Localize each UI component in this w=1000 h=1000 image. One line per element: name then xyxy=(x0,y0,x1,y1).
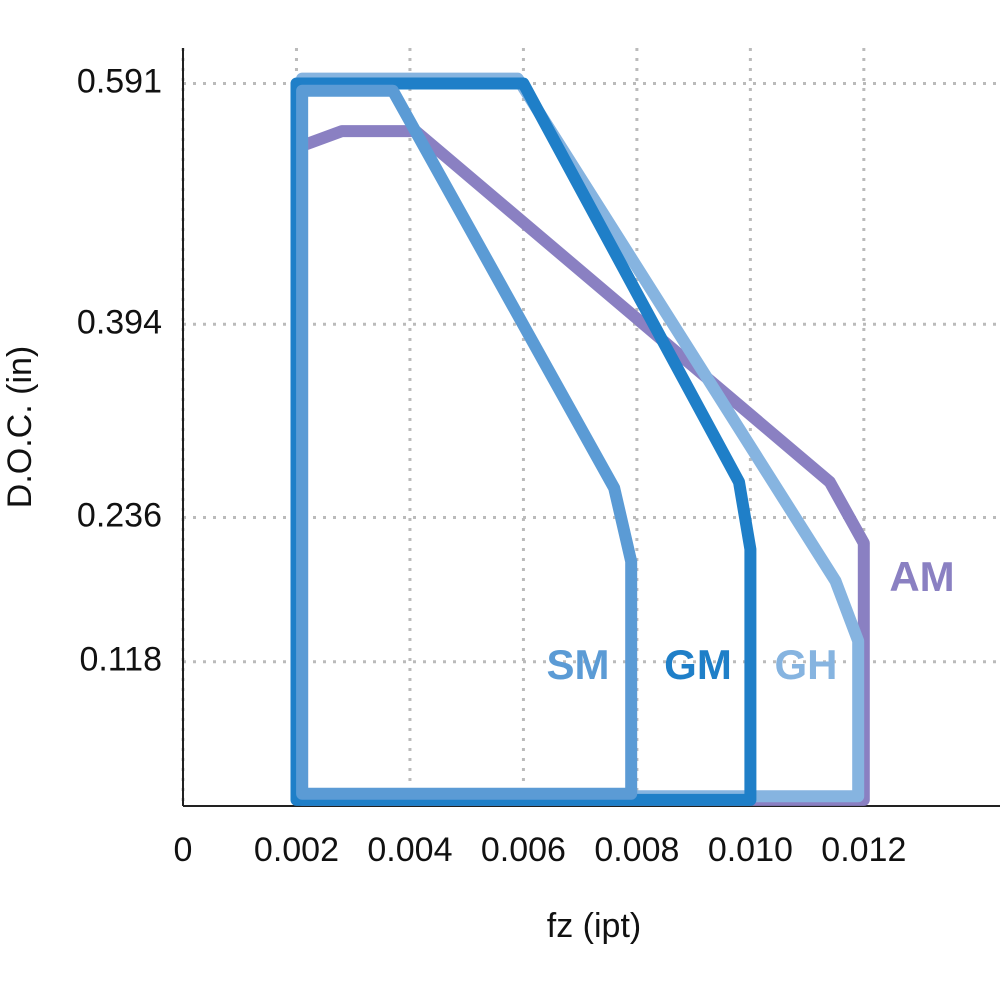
y-tick-label: 0.591 xyxy=(77,62,162,100)
x-tick-label: 0.008 xyxy=(594,831,679,869)
x-tick-label: 0 xyxy=(174,831,193,869)
x-tick-label: 0.004 xyxy=(367,831,452,869)
region-outline xyxy=(296,125,870,806)
x-tick-label: 0.012 xyxy=(821,831,906,869)
x-axis-label: fz (ipt) xyxy=(547,907,641,945)
series-label: AM xyxy=(889,553,954,600)
series-label: GH xyxy=(775,641,838,688)
x-tick-label: 0.010 xyxy=(708,831,793,869)
x-tick-label: 0.006 xyxy=(481,831,566,869)
series-label: GM xyxy=(664,641,732,688)
x-tick-label: 0.002 xyxy=(254,831,339,869)
region-outline xyxy=(296,84,638,800)
series-label: SM xyxy=(547,641,610,688)
y-tick-label: 0.394 xyxy=(77,303,162,341)
y-axis-label: D.O.C. (in) xyxy=(1,346,39,508)
region-outline xyxy=(290,77,757,806)
y-tick-label: 0.118 xyxy=(79,641,162,679)
y-tick-label: 0.236 xyxy=(77,496,162,534)
